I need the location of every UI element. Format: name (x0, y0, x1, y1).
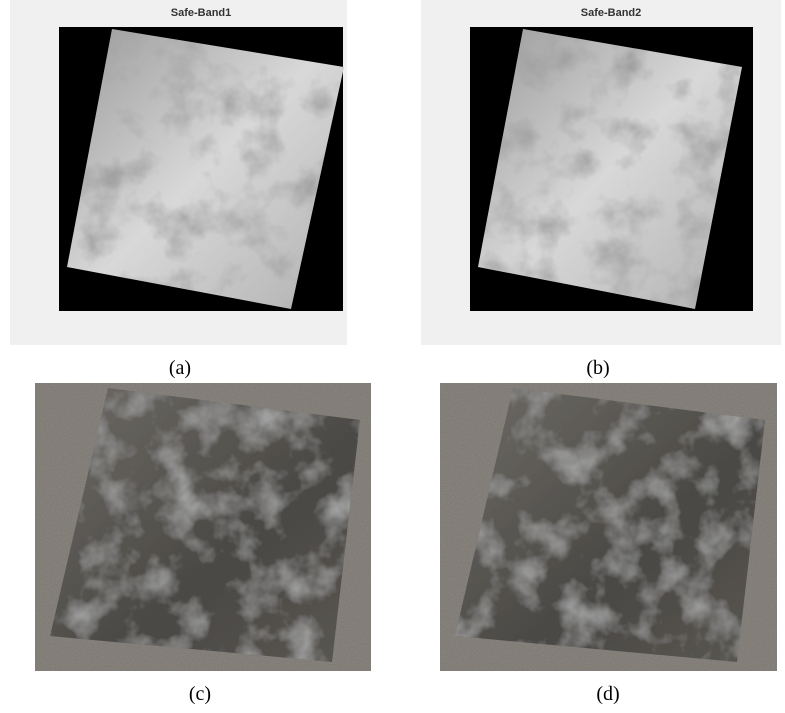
panel-b: Safe-Band2 (b) (421, 0, 781, 379)
panel-label: (c) (189, 683, 211, 705)
panel-label: (d) (596, 683, 619, 705)
panel-d: (d) (440, 383, 777, 705)
panel-label: (a) (169, 357, 191, 379)
panel-title: Safe-Band2 (581, 7, 642, 19)
image-footprint (50, 388, 360, 662)
image-footprint (455, 388, 765, 662)
satellite-image (478, 29, 742, 309)
panel-label: (b) (586, 357, 609, 379)
panel-a: Safe-Band1 (a) (10, 0, 347, 379)
panel-c: (c) (35, 383, 371, 705)
panel-title: Safe-Band1 (171, 7, 232, 19)
satellite-image (67, 29, 344, 309)
